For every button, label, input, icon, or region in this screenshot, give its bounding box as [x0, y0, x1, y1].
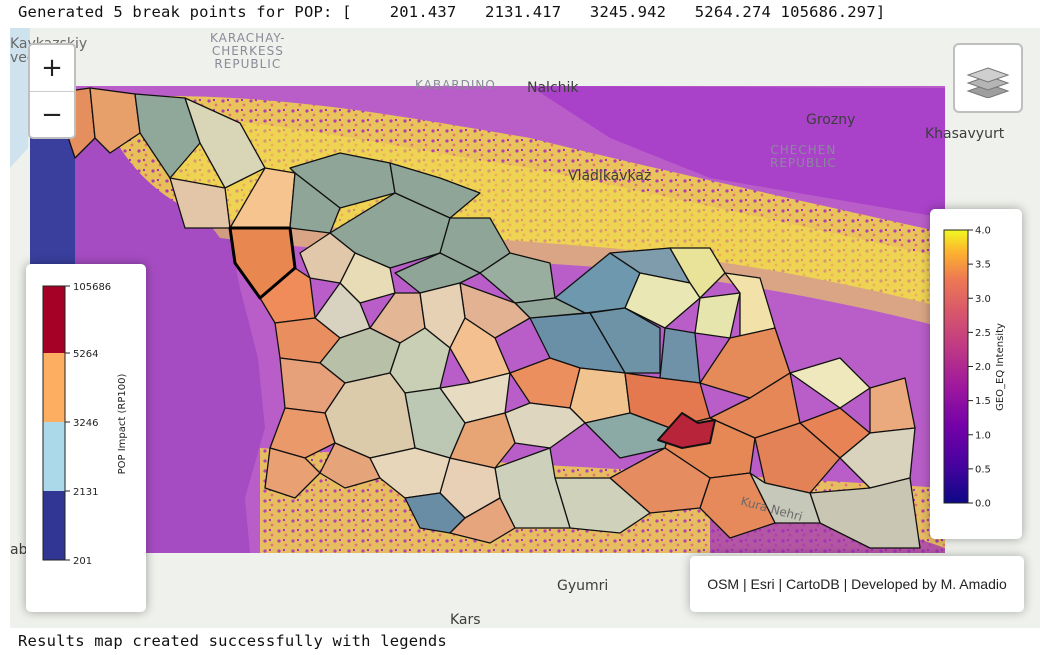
place-label-karachay-cherkess: KARACHAY- CHERKESS REPUBLIC [210, 31, 286, 71]
geo-legend-tick-label: 3.0 [975, 294, 991, 305]
pop-legend-break-3: 3246 [73, 418, 98, 429]
log-output-success: Results map created successfully with le… [18, 632, 447, 650]
layers-control-button[interactable] [953, 43, 1023, 113]
pop-legend-swatch-mid-low [43, 422, 65, 491]
place-label-grozny: Grozny [806, 112, 856, 128]
geo-legend-tick-label: 1.5 [975, 396, 991, 407]
pop-legend-break-4: 2131 [73, 487, 98, 498]
zoom-out-button[interactable]: − [41, 100, 63, 130]
zoom-in-button[interactable]: + [30, 45, 74, 92]
geo-legend-colorbar [943, 229, 969, 504]
place-label-kabardino: KABARDINO [415, 78, 496, 92]
place-label-khasavyurt: Khasavyurt [925, 126, 1005, 142]
zoom-control: + − [28, 43, 76, 139]
results-map[interactable]: Kavkazskiy vednik KARACHAY- CHERKESS REP… [10, 28, 1040, 628]
geo-legend-tick-label: 0.5 [975, 464, 991, 475]
geo-legend-tick-label: 0.0 [975, 499, 991, 510]
pop-legend-break-1: 105686 [73, 282, 111, 293]
admin-units[interactable] [54, 87, 921, 549]
map-canvas[interactable] [10, 28, 1040, 628]
pop-legend-break-5: 201 [73, 556, 92, 567]
geo-legend-title: GEO_EQ Intensity [995, 323, 1006, 411]
pop-legend-swatch-low [43, 491, 65, 560]
place-label-nalchik: Nalchik [527, 80, 579, 96]
layers-icon [966, 67, 1010, 98]
place-label-vladikavkaz: Vladikavkaz [568, 168, 652, 184]
place-label-kars: Kars [450, 612, 481, 628]
geo-legend-tick-label: 2.0 [975, 362, 991, 373]
pop-impact-legend: 105686 5264 3246 2131 201 POP Impact (RP… [26, 264, 146, 612]
geo-legend-tick-label: 1.0 [975, 430, 991, 441]
place-label-gyumri: Gyumri [557, 578, 609, 594]
pop-legend-swatch-high [43, 286, 65, 353]
log-output-breakpoints: Generated 5 break points for POP: [ 201.… [18, 3, 886, 21]
pop-legend-break-2: 5264 [73, 349, 98, 360]
geo-legend-tick-label: 2.5 [975, 328, 991, 339]
geo-eq-legend: 4.0 3.5 3.0 2.5 2.0 1.5 1.0 0.5 0.0 GEO_EQ Inten… [930, 209, 1022, 539]
place-label-ab: ab [10, 542, 28, 558]
pop-legend-swatch-mid-high [43, 353, 65, 422]
geo-legend-tick-label: 3.5 [975, 260, 991, 271]
pop-legend-title: POP Impact (RP100) [117, 374, 128, 475]
geo-legend-tick-label: 4.0 [975, 226, 991, 237]
place-label-chechen-republic: CHECHEN REPUBLIC [770, 143, 837, 170]
map-attribution: OSM | Esri | CartoDB | Developed by M. A… [690, 556, 1024, 612]
